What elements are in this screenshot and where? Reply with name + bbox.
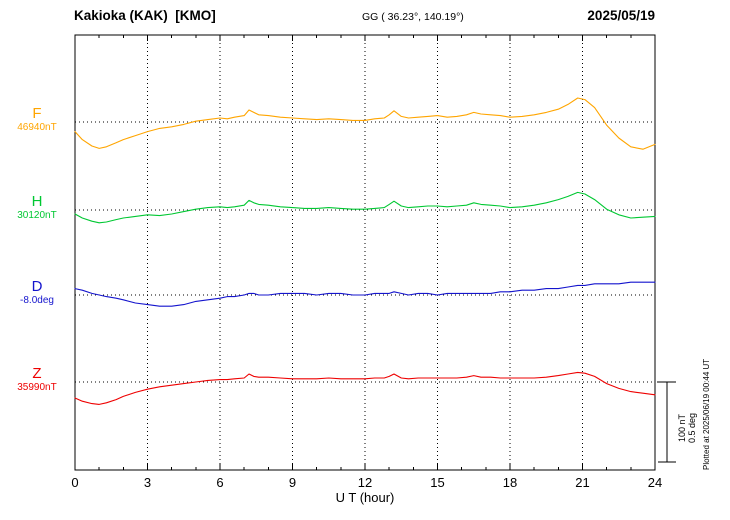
x-tick-label: 6 [216,475,223,490]
x-axis-title: U T (hour) [335,490,395,505]
trace-label-F: F 46940nT [6,106,68,134]
station-title: Kakioka (KAK) [KMO] [74,8,216,23]
trace-letter-D: D [31,278,43,295]
observation-date: 2025/05/19 [587,8,655,23]
scale-bar-labels: 100 nT 0.5 deg [677,413,697,443]
x-tick-label: 9 [289,475,296,490]
geographic-coordinates: GG ( 36.23°, 140.19°) [362,11,464,23]
x-tick-label: 21 [575,475,589,490]
trace-letter-H: H [31,193,43,210]
trace-label-H: H 30120nT [6,194,68,222]
plot-frame [74,34,656,471]
plotted-at-note: Plotted at 2025/06/19 00:44 UT [702,358,711,470]
trace-baseline-value-F: 46940nT [17,122,57,133]
trace-F [74,97,656,150]
x-tick-label: 18 [503,475,517,490]
x-tick-label: 0 [71,475,78,490]
trace-Z [74,371,656,405]
x-tick-label: 24 [648,475,662,490]
x-tick-label: 3 [144,475,151,490]
scale-bar-deg-label: 0.5 deg [687,412,697,443]
trace-D [74,281,656,307]
trace-label-Z: Z 35990nT [6,366,68,394]
trace-baseline-value-H: 30120nT [17,210,57,221]
trace-baseline-value-D: -8.0deg [20,295,54,306]
x-tick-label: 15 [430,475,444,490]
scale-bar-nT-label: 100 nT [677,413,687,442]
trace-H [74,191,656,224]
trace-letter-Z: Z [32,365,42,382]
x-tick-label: 12 [358,475,372,490]
trace-label-D: D -8.0deg [6,279,68,307]
trace-baseline-value-Z: 35990nT [17,382,57,393]
trace-letter-F: F [32,105,42,122]
